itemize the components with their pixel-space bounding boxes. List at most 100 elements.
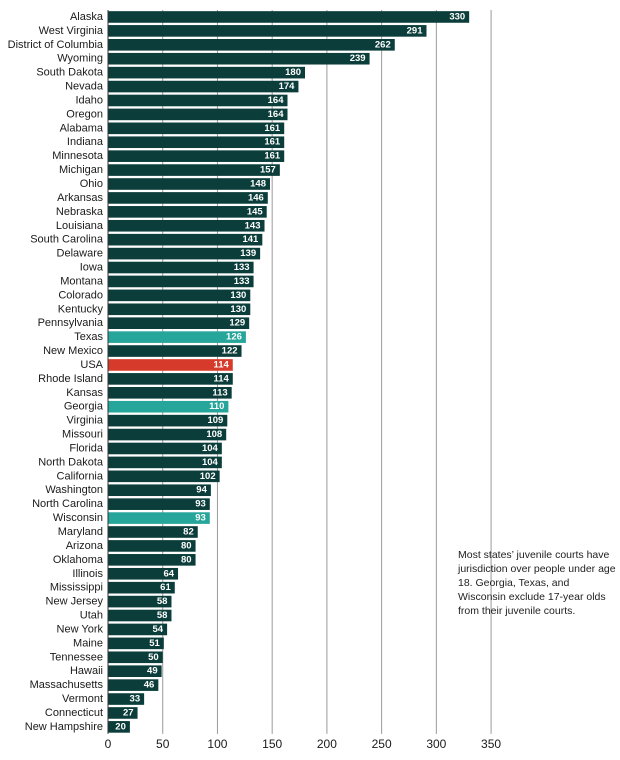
data-label: 82 bbox=[183, 527, 194, 538]
x-axis: 0 50 100 150 200 250 300 350 bbox=[105, 10, 501, 751]
data-label: 27 bbox=[123, 707, 134, 718]
bar bbox=[108, 428, 227, 441]
data-label: 104 bbox=[202, 443, 219, 454]
bar bbox=[108, 442, 222, 455]
category-label: Oregon bbox=[66, 108, 103, 120]
category-label: Utah bbox=[80, 610, 103, 622]
bar bbox=[108, 581, 175, 594]
category-label: Massachusetts bbox=[30, 679, 104, 691]
bar bbox=[108, 540, 196, 552]
data-label: 141 bbox=[242, 234, 259, 245]
data-label: 145 bbox=[247, 206, 264, 217]
data-label: 104 bbox=[202, 457, 219, 468]
data-label: 262 bbox=[375, 39, 391, 50]
data-label: 20 bbox=[115, 721, 126, 732]
bar bbox=[108, 80, 299, 93]
category-label: New York bbox=[57, 623, 104, 635]
data-label: 126 bbox=[226, 332, 242, 343]
bar bbox=[108, 261, 254, 274]
x-tick-label: 350 bbox=[481, 737, 501, 751]
bar bbox=[108, 233, 263, 246]
category-label: Mississippi bbox=[50, 582, 103, 594]
category-label: Delaware bbox=[57, 248, 103, 260]
bar bbox=[108, 39, 395, 51]
category-label: North Dakota bbox=[38, 456, 104, 468]
data-label: 161 bbox=[264, 137, 281, 148]
bar bbox=[108, 275, 254, 288]
data-label: 164 bbox=[268, 109, 285, 120]
data-label: 33 bbox=[130, 694, 141, 705]
category-label: Idaho bbox=[75, 94, 103, 106]
bar bbox=[108, 317, 250, 329]
bar bbox=[108, 693, 145, 705]
data-label: 113 bbox=[212, 387, 227, 398]
data-label: 50 bbox=[148, 652, 159, 663]
data-label: 122 bbox=[222, 346, 238, 357]
category-label: Arizona bbox=[66, 540, 104, 552]
category-label: Arkansas bbox=[57, 192, 103, 204]
x-tick-label: 250 bbox=[372, 737, 392, 751]
data-label: 93 bbox=[195, 513, 206, 524]
data-label: 130 bbox=[230, 304, 246, 315]
data-label: 109 bbox=[207, 415, 223, 426]
category-label: USA bbox=[80, 359, 103, 371]
bar bbox=[108, 623, 168, 636]
bar bbox=[108, 512, 210, 524]
bar bbox=[108, 192, 268, 204]
data-label: 161 bbox=[264, 151, 281, 162]
bar bbox=[108, 526, 198, 538]
bar bbox=[108, 651, 163, 664]
bar bbox=[108, 498, 210, 510]
category-label: Pennsylvania bbox=[38, 317, 104, 329]
data-label: 157 bbox=[260, 165, 276, 176]
bar bbox=[108, 554, 196, 566]
category-label: Maine bbox=[73, 637, 103, 649]
bar bbox=[108, 150, 285, 162]
category-label: Rhode Island bbox=[38, 373, 103, 385]
category-label: Virginia bbox=[67, 415, 104, 427]
bar bbox=[108, 25, 427, 37]
category-label: Iowa bbox=[80, 262, 104, 274]
category-label: Indiana bbox=[67, 136, 104, 148]
bar bbox=[108, 484, 211, 497]
data-label: 54 bbox=[153, 624, 164, 635]
category-label: Kansas bbox=[66, 387, 103, 399]
category-label: Connecticut bbox=[45, 707, 103, 719]
category-label: New Jersey bbox=[46, 596, 104, 608]
bar bbox=[108, 400, 229, 413]
category-label: Maryland bbox=[58, 526, 103, 538]
category-label: Kentucky bbox=[58, 303, 104, 315]
data-label: 130 bbox=[230, 290, 246, 301]
bar bbox=[108, 679, 159, 691]
category-label: Illinois bbox=[72, 568, 103, 580]
data-label: 51 bbox=[149, 638, 160, 649]
bar bbox=[108, 122, 285, 135]
category-label: South Carolina bbox=[30, 234, 104, 246]
category-label: Colorado bbox=[58, 289, 103, 301]
annotation-note: Most states’ juvenile courts have jurisd… bbox=[458, 549, 616, 617]
bar bbox=[108, 373, 233, 385]
category-label: Tennessee bbox=[50, 651, 103, 663]
bar bbox=[108, 721, 130, 733]
bar bbox=[108, 206, 267, 218]
bar bbox=[108, 303, 251, 316]
bar bbox=[108, 178, 270, 190]
category-label: Montana bbox=[60, 275, 104, 287]
category-label: Ohio bbox=[80, 178, 103, 190]
bar bbox=[108, 164, 280, 176]
category-label: Oklahoma bbox=[53, 554, 104, 566]
category-label: North Carolina bbox=[32, 498, 104, 510]
category-label: Michigan bbox=[59, 164, 103, 176]
data-label: 330 bbox=[449, 11, 465, 22]
data-label: 133 bbox=[234, 262, 250, 273]
category-label: Alaska bbox=[70, 11, 104, 23]
category-label: Missouri bbox=[62, 429, 103, 441]
data-label: 133 bbox=[234, 276, 250, 287]
bar bbox=[108, 136, 285, 149]
x-tick-label: 200 bbox=[317, 737, 337, 751]
data-label: 164 bbox=[268, 95, 285, 106]
bar bbox=[108, 456, 222, 469]
data-label: 148 bbox=[250, 179, 266, 190]
data-label: 180 bbox=[285, 67, 301, 78]
